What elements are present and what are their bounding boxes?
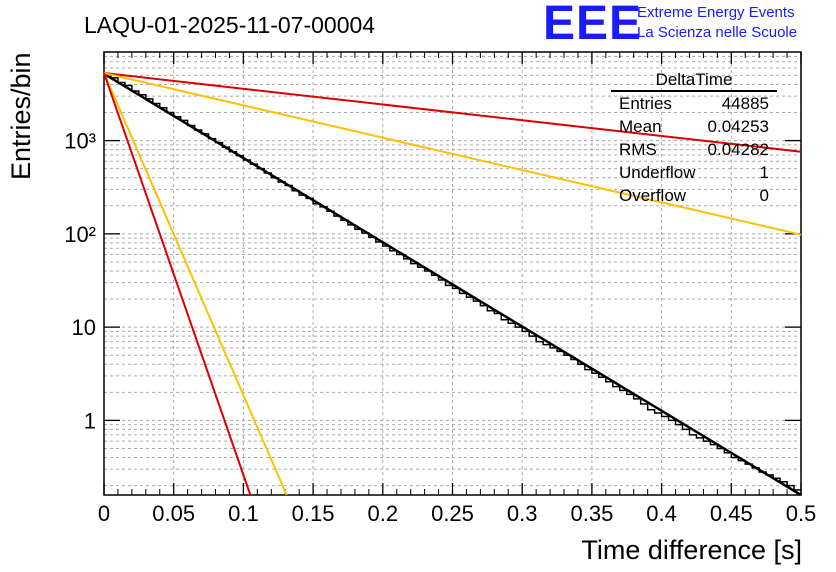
x-tick-label: 0.5 [786,501,817,526]
x-tick-label: 0.1 [228,501,259,526]
stats-label: RMS [619,140,657,159]
y-tick-label: 1 [84,408,96,433]
stats-label: Underflow [619,163,696,182]
series-line-red-fast [103,72,252,496]
x-tick-label: 0.05 [152,501,195,526]
x-tick-label: 0.15 [292,501,335,526]
x-tick-label: 0.35 [570,501,613,526]
series-line-red-slow [103,72,802,153]
x-tick-label: 0.25 [431,501,474,526]
series-line-fit [103,72,802,497]
stats-row-rms: RMS 0.04282 [611,138,777,161]
x-tick-label: 0.2 [368,501,399,526]
y-tick-label: 10² [64,222,96,247]
stats-value: 0.04253 [707,117,769,136]
series-line-orange-slow [103,72,802,236]
y-tick-label: 10 [72,315,96,340]
logo-line-2: La Scienza nelle Scuole [637,24,798,41]
logo-line-1: Extreme Energy Events [637,4,795,21]
stats-row-underflow: Underflow 1 [611,161,777,184]
y-tick-label: 10³ [64,129,96,154]
x-axis-label: Time difference [s] [581,535,802,565]
series-line-orange-fast [103,72,288,496]
x-tick-label: 0.3 [507,501,538,526]
x-tick-label: 0.45 [710,501,753,526]
stats-title: DeltaTime [611,70,777,92]
run-title: LAQU-01-2025-11-07-00004 [84,12,376,38]
stats-box: DeltaTime Entries 44885 Mean 0.04253 RMS… [611,70,777,207]
y-axis-label: Entries/bin [6,52,36,180]
stats-row-entries: Entries 44885 [611,92,777,115]
stats-label: Entries [619,94,672,113]
stats-value: 0 [759,186,769,205]
x-tick-label: 0 [98,501,110,526]
x-tick-label: 0.4 [646,501,677,526]
stats-value: 1 [759,163,769,182]
stats-value: 44885 [721,94,769,113]
stats-label: Overflow [619,186,687,205]
stats-row-mean: Mean 0.04253 [611,115,777,138]
stats-row-overflow: Overflow 0 [611,184,777,207]
histogram-steps [104,73,801,491]
stats-value: 0.04282 [707,140,769,159]
stats-label: Mean [619,117,662,136]
eee-logo: EEE [543,0,643,50]
